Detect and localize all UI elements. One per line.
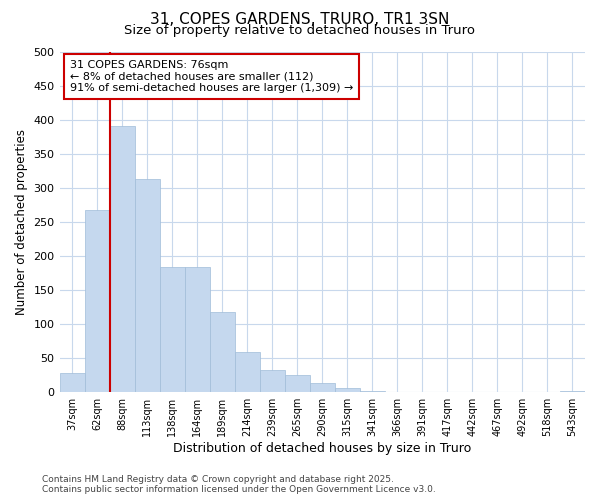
Bar [260, 370, 285, 392]
Bar [134, 179, 160, 392]
Text: 31, COPES GARDENS, TRURO, TR1 3SN: 31, COPES GARDENS, TRURO, TR1 3SN [151, 12, 449, 28]
Text: 31 COPES GARDENS: 76sqm
← 8% of detached houses are smaller (112)
91% of semi-de: 31 COPES GARDENS: 76sqm ← 8% of detached… [70, 60, 353, 93]
Bar [335, 388, 360, 392]
Text: Size of property relative to detached houses in Truro: Size of property relative to detached ho… [125, 24, 476, 37]
Bar [59, 373, 85, 392]
Bar [285, 375, 310, 392]
Bar [160, 267, 185, 392]
Text: Contains public sector information licensed under the Open Government Licence v3: Contains public sector information licen… [42, 485, 436, 494]
Bar [110, 126, 134, 392]
Bar [360, 391, 385, 392]
X-axis label: Distribution of detached houses by size in Truro: Distribution of detached houses by size … [173, 442, 472, 455]
Text: Contains HM Land Registry data © Crown copyright and database right 2025.: Contains HM Land Registry data © Crown c… [42, 475, 394, 484]
Bar [235, 352, 260, 392]
Bar [560, 391, 585, 392]
Y-axis label: Number of detached properties: Number of detached properties [15, 129, 28, 315]
Bar [85, 210, 110, 392]
Bar [185, 267, 209, 392]
Bar [310, 384, 335, 392]
Bar [209, 312, 235, 392]
